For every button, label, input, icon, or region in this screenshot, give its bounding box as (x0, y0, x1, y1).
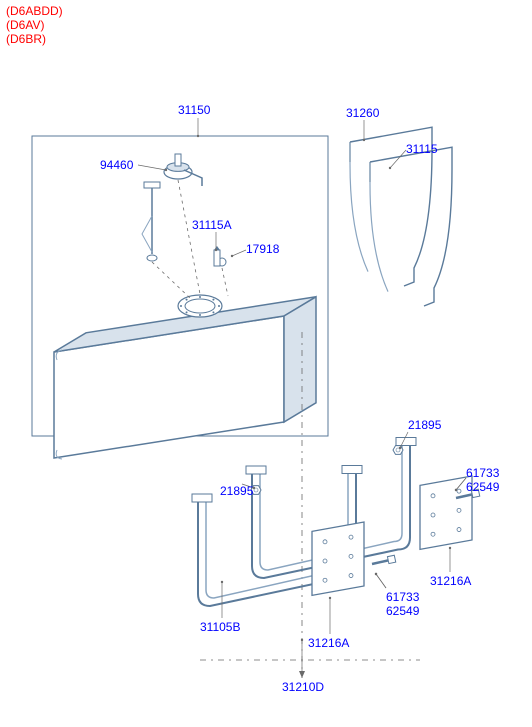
part-label-31260[interactable]: 31260 (346, 106, 379, 120)
part-label-31216A[interactable]: 31216A (430, 574, 471, 588)
part-label-62549[interactable]: 62549 (466, 480, 499, 494)
part-label-31210D[interactable]: 31210D (282, 680, 324, 694)
part-label-17918[interactable]: 17918 (246, 242, 279, 256)
part-label-21895[interactable]: 21895 (408, 418, 441, 432)
part-label-31150[interactable]: 31150 (178, 103, 210, 117)
part-label-31115A[interactable]: 31115A (192, 218, 232, 232)
part-label-94460[interactable]: 94460 (100, 158, 133, 172)
part-label-31216A[interactable]: 31216A (308, 636, 349, 650)
part-label-31115[interactable]: 31115 (406, 142, 438, 156)
model-label-1: (D6AV) (6, 18, 44, 32)
part-label-62549[interactable]: 62549 (386, 604, 419, 618)
model-label-0: (D6ABDD) (6, 4, 63, 18)
model-label-2: (D6BR) (6, 32, 46, 46)
part-label-31105B[interactable]: 31105B (200, 620, 240, 634)
part-label-21895[interactable]: 21895 (220, 484, 253, 498)
part-label-61733[interactable]: 61733 (466, 466, 499, 480)
part-label-61733[interactable]: 61733 (386, 590, 419, 604)
diagram-svg (0, 0, 532, 727)
